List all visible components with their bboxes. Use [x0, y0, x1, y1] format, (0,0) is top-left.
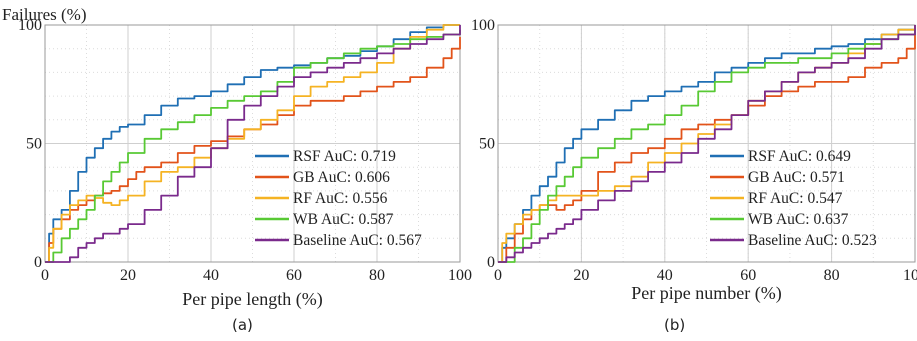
x-axis-label: Per pipe length (%) [182, 289, 322, 310]
x-tick-label: 60 [286, 267, 302, 284]
x-tick-label: 80 [824, 267, 840, 284]
y-tick-label: 100 [18, 17, 42, 34]
series-line-a-4 [45, 25, 461, 263]
legend-label: GB AuC: 0.606 [293, 169, 390, 186]
plot-frame [44, 24, 461, 263]
legend-label: GB AuC: 0.571 [748, 169, 845, 186]
y-axis-label: Failures (%) [2, 5, 87, 24]
y-tick-label: 0 [487, 254, 495, 271]
legend-label: Baseline AuC: 0.567 [293, 232, 422, 249]
x-tick-label: 20 [573, 267, 589, 284]
legend-label: RF AuC: 0.547 [748, 190, 843, 207]
legend-label: RF AuC: 0.556 [293, 190, 388, 207]
x-tick-label: 80 [369, 267, 385, 284]
x-tick-label: 60 [740, 267, 756, 284]
series-line-b-3 [498, 29, 916, 263]
legend-label: WB AuC: 0.587 [293, 211, 394, 228]
y-tick-label: 100 [471, 17, 495, 34]
x-tick-label: 40 [203, 267, 219, 284]
y-tick-label: 0 [34, 254, 42, 271]
y-tick-label: 50 [479, 136, 495, 153]
plot-frame [497, 24, 916, 263]
x-tick-label: 40 [657, 267, 673, 284]
y-tick-label: 50 [26, 136, 42, 153]
legend-label: RSF AuC: 0.719 [293, 148, 396, 165]
series-line-a-3 [45, 29, 461, 263]
series-line-b-0 [498, 25, 916, 263]
x-tick-label: 0 [494, 267, 502, 284]
caption-b: (b) [664, 316, 686, 334]
series-line-a-0 [45, 24, 460, 263]
legend-label: RSF AuC: 0.649 [748, 148, 851, 165]
x-axis-label: Per pipe number (%) [631, 283, 781, 304]
x-tick-label: 0 [41, 267, 49, 284]
x-tick-label: 20 [120, 267, 136, 284]
series-line-a-1 [45, 36, 461, 263]
x-tick-label: 100 [448, 267, 472, 284]
series-line-a-2 [45, 24, 460, 263]
series-line-b-4 [498, 25, 916, 263]
legend-label: Baseline AuC: 0.523 [748, 232, 877, 249]
series-line-b-1 [498, 34, 916, 263]
x-tick-label: 100 [903, 267, 917, 284]
chart-panel-b: 0 20 40 60 80 100 0 50 100 Per pipe number (%) RSF… [471, 17, 917, 304]
legend-label: WB AuC: 0.637 [748, 211, 849, 228]
caption-a: (a) [232, 316, 253, 334]
